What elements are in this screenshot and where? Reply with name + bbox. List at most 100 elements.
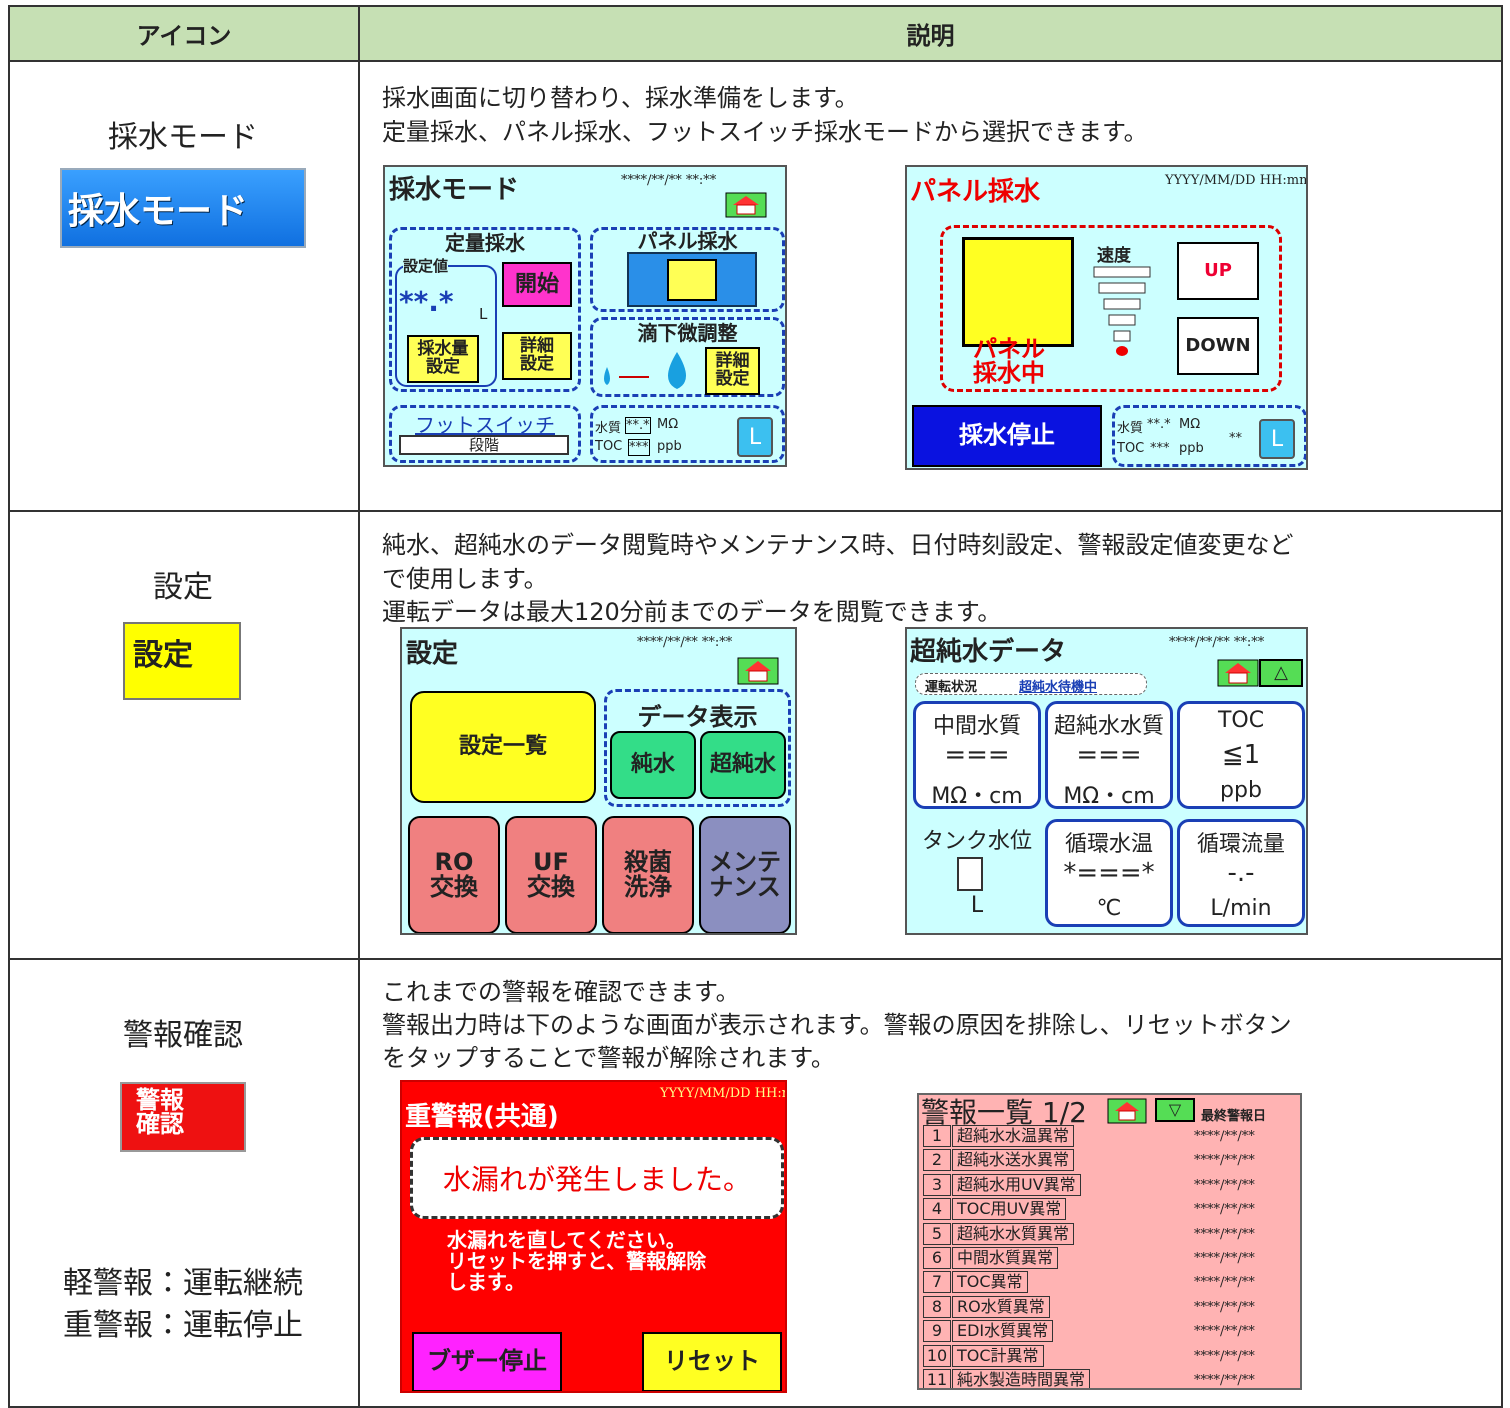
panel-button [627, 252, 757, 307]
cell-label: タンク水位 [921, 829, 1032, 854]
status-label: 運転状況 [925, 680, 978, 695]
status-bar [915, 673, 1147, 695]
button-text: UF交換 [526, 847, 575, 901]
settings-list-button: 設定一覧 [410, 691, 596, 803]
hand-button [962, 237, 1074, 347]
setpoint-label: 設定値 [403, 255, 449, 276]
speed-label: 速度 [1097, 246, 1131, 266]
description-line: 採水画面に切り替わり、採水準備をします。 [382, 84, 859, 112]
down-button: DOWN [1177, 317, 1259, 375]
cell-unit: L/min [1210, 896, 1272, 921]
note: 軽警報：運転継続 [63, 1266, 303, 1301]
buzzer-button: ブザー停止 [412, 1332, 562, 1391]
status-group [1112, 405, 1306, 467]
panel-status: パネル採水中 [973, 335, 1045, 387]
toc-value: *** [1150, 441, 1170, 456]
level: ** [1229, 431, 1242, 446]
screen-title: パネル採水 [910, 177, 1041, 207]
stop-button: 採水停止 [912, 405, 1102, 467]
group-title: 定量採水 [445, 231, 525, 255]
home-button [725, 192, 767, 218]
sterilize-button: 殺菌洗浄 [602, 816, 694, 933]
data-cell: 中間水質 === MΩ・cm [913, 701, 1041, 809]
screen-alarm-list: 警報一覧 1/2 ▽ 最終警報日 1 超純水水温異常 ****/**/** 2 超純水送… [917, 1093, 1302, 1390]
ro-button: RO交換 [408, 816, 500, 933]
cell-unit: MΩ・cm [931, 784, 1023, 809]
alarm-name: 純水製造時間異常 [952, 1369, 1091, 1388]
button-text: UP [1204, 259, 1232, 281]
cell-unit: ppb [1220, 778, 1262, 803]
toc-label: TOC [595, 439, 623, 454]
alarm-date: ****/**/** [1194, 1299, 1255, 1315]
button-text: ブザー停止 [427, 1347, 547, 1376]
cell-label: TOC [1217, 708, 1265, 733]
quality-label: 水質 [1117, 421, 1144, 436]
alarm-name: RO水質異常 [952, 1295, 1050, 1318]
alarm-no: 11 [923, 1369, 951, 1388]
alarm-name: 超純水水質異常 [952, 1222, 1075, 1245]
alarm-date: ****/**/** [1194, 1153, 1255, 1169]
screen-settings: 設定 ****/**/** **:** 設定一覧 データ表示 純水 超純水 RO… [400, 627, 797, 935]
cell-label: 循環水温 [1064, 832, 1153, 857]
home-button [737, 657, 779, 685]
toc-value: *** [628, 439, 650, 456]
screen-title: 採水モード [389, 175, 520, 205]
group-title: パネル採水 [637, 229, 738, 253]
button-text: 詳細設定 [715, 351, 750, 389]
instruction-line: 水漏れを直してください。 [447, 1228, 686, 1252]
instruction-line: します。 [447, 1270, 525, 1294]
alarm-date: ****/**/** [1194, 1251, 1255, 1266]
cell-unit: L [970, 893, 984, 918]
alarm-no: 2 [923, 1149, 951, 1172]
screen-ultrapure-data: 超純水データ ****/**/** **:** △ 運転状況 超純水待機中 中間… [905, 627, 1308, 935]
alarm-name: TOC計異常 [952, 1344, 1044, 1367]
toc-label: TOC [1117, 441, 1145, 456]
alarm-name: 超純水用UV異常 [952, 1173, 1081, 1196]
alarm-date: ****/**/** [1194, 1226, 1255, 1242]
ultrapure-button: 超純水 [700, 731, 786, 799]
alarm-name: 超純水送水異常 [952, 1149, 1075, 1172]
screen-sample-mode: 採水モード ****/**/** **:** 定量採水 設定値 **.* L 開… [383, 165, 787, 467]
quality-unit: MΩ [657, 417, 679, 432]
screen-title: 重警報(共通) [405, 1102, 559, 1132]
datetime: YYYY/MM/DD HH:mm [660, 1086, 785, 1101]
icon-sample-mode: 採水モード [60, 168, 306, 248]
alarm-name: TOC用UV異常 [952, 1198, 1067, 1221]
data-cell: 循環流量 -.- L/min [1177, 819, 1305, 927]
alarm-no: 7 [923, 1271, 951, 1294]
button-text: メンテナンス [708, 847, 781, 901]
panel-group [940, 225, 1282, 392]
alarm-date: ****/**/** [1194, 1275, 1255, 1291]
cell-label: 超純水水質 [1053, 714, 1164, 739]
alarm-date: ****/**/** [1194, 1373, 1255, 1388]
button-text: △ [1274, 661, 1288, 683]
icon-label: 採水モード [108, 120, 258, 155]
up-button: UP [1177, 242, 1259, 300]
alarm-name: EDI水質異常 [952, 1320, 1054, 1343]
foot-group [389, 405, 581, 463]
fixed-group [389, 227, 581, 392]
data-cell: TOC ≦1 ppb [1177, 701, 1305, 809]
cell-label: 中間水質 [932, 714, 1021, 739]
cell-value: *===* [1063, 858, 1155, 888]
alarm-no: 1 [923, 1125, 951, 1147]
alarm-name: TOC異常 [952, 1271, 1028, 1294]
icon-label: 警報確認 [123, 1018, 243, 1053]
screen-title: 設定 [406, 639, 459, 669]
icon-text: 採水モード [68, 191, 249, 232]
data-display-group [604, 689, 791, 807]
message-text: 水漏れが発生しました。 [442, 1163, 751, 1196]
alarm-no: 10 [923, 1344, 951, 1367]
button-text: RO交換 [429, 847, 478, 901]
cell-label: 循環流量 [1196, 832, 1285, 857]
drip-group [590, 317, 785, 397]
button-text: リセット [664, 1347, 760, 1376]
button-text: 純水 [630, 752, 675, 778]
stage: 段階 [399, 435, 569, 455]
datetime: ****/**/** **:** [621, 173, 717, 188]
button-text: 開始 [514, 271, 559, 297]
hand-icon [667, 259, 717, 301]
button-text: 超純水 [709, 752, 776, 778]
